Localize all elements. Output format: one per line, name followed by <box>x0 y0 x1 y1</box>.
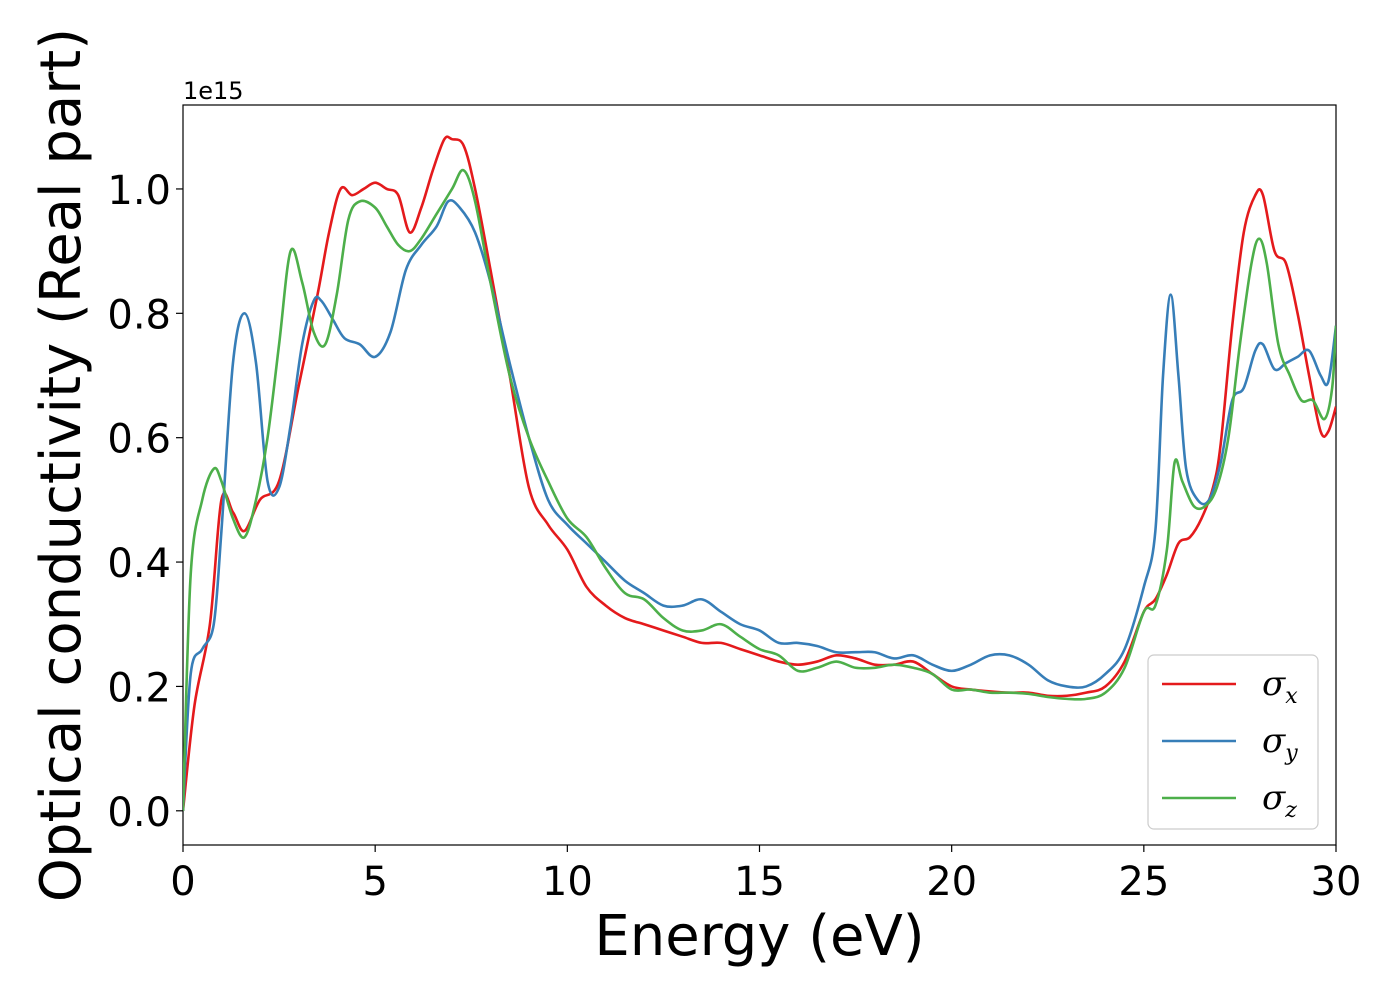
y-tick-label: 0.0 <box>107 790 171 836</box>
y-tick-label: 0.8 <box>107 292 171 338</box>
series-line-z <box>183 168 1336 811</box>
legend-label-y: σy <box>1262 721 1298 766</box>
x-tick-label: 15 <box>734 859 785 905</box>
y-axis-ticks: 0.0 0.2 0.4 0.6 0.8 1.0 <box>107 168 183 836</box>
legend: σx σy σz <box>1147 654 1319 830</box>
legend-label-x: σx <box>1262 664 1298 709</box>
y-tick-label: 0.2 <box>107 665 171 711</box>
x-tick-label: 5 <box>362 859 387 905</box>
x-tick-label: 0 <box>170 859 195 905</box>
legend-label-z: σz <box>1262 778 1297 823</box>
y-tick-label: 0.4 <box>107 541 171 587</box>
y-axis-label: Optical conductivity (Real part) <box>29 28 94 902</box>
series-line-x <box>183 135 1336 811</box>
y-tick-label: 0.6 <box>107 417 171 463</box>
series-layer <box>183 135 1336 811</box>
x-axis-label: Energy (eV) <box>594 904 924 969</box>
x-tick-label: 30 <box>1311 859 1362 905</box>
y-axis-offset-label: 1e15 <box>183 77 244 105</box>
x-tick-label: 25 <box>1118 859 1169 905</box>
y-tick-label: 1.0 <box>107 168 171 214</box>
x-tick-label: 20 <box>926 859 977 905</box>
x-tick-label: 10 <box>542 859 593 905</box>
x-axis-ticks: 0 5 10 15 20 25 30 <box>170 845 1361 905</box>
series-line-y <box>183 199 1336 811</box>
